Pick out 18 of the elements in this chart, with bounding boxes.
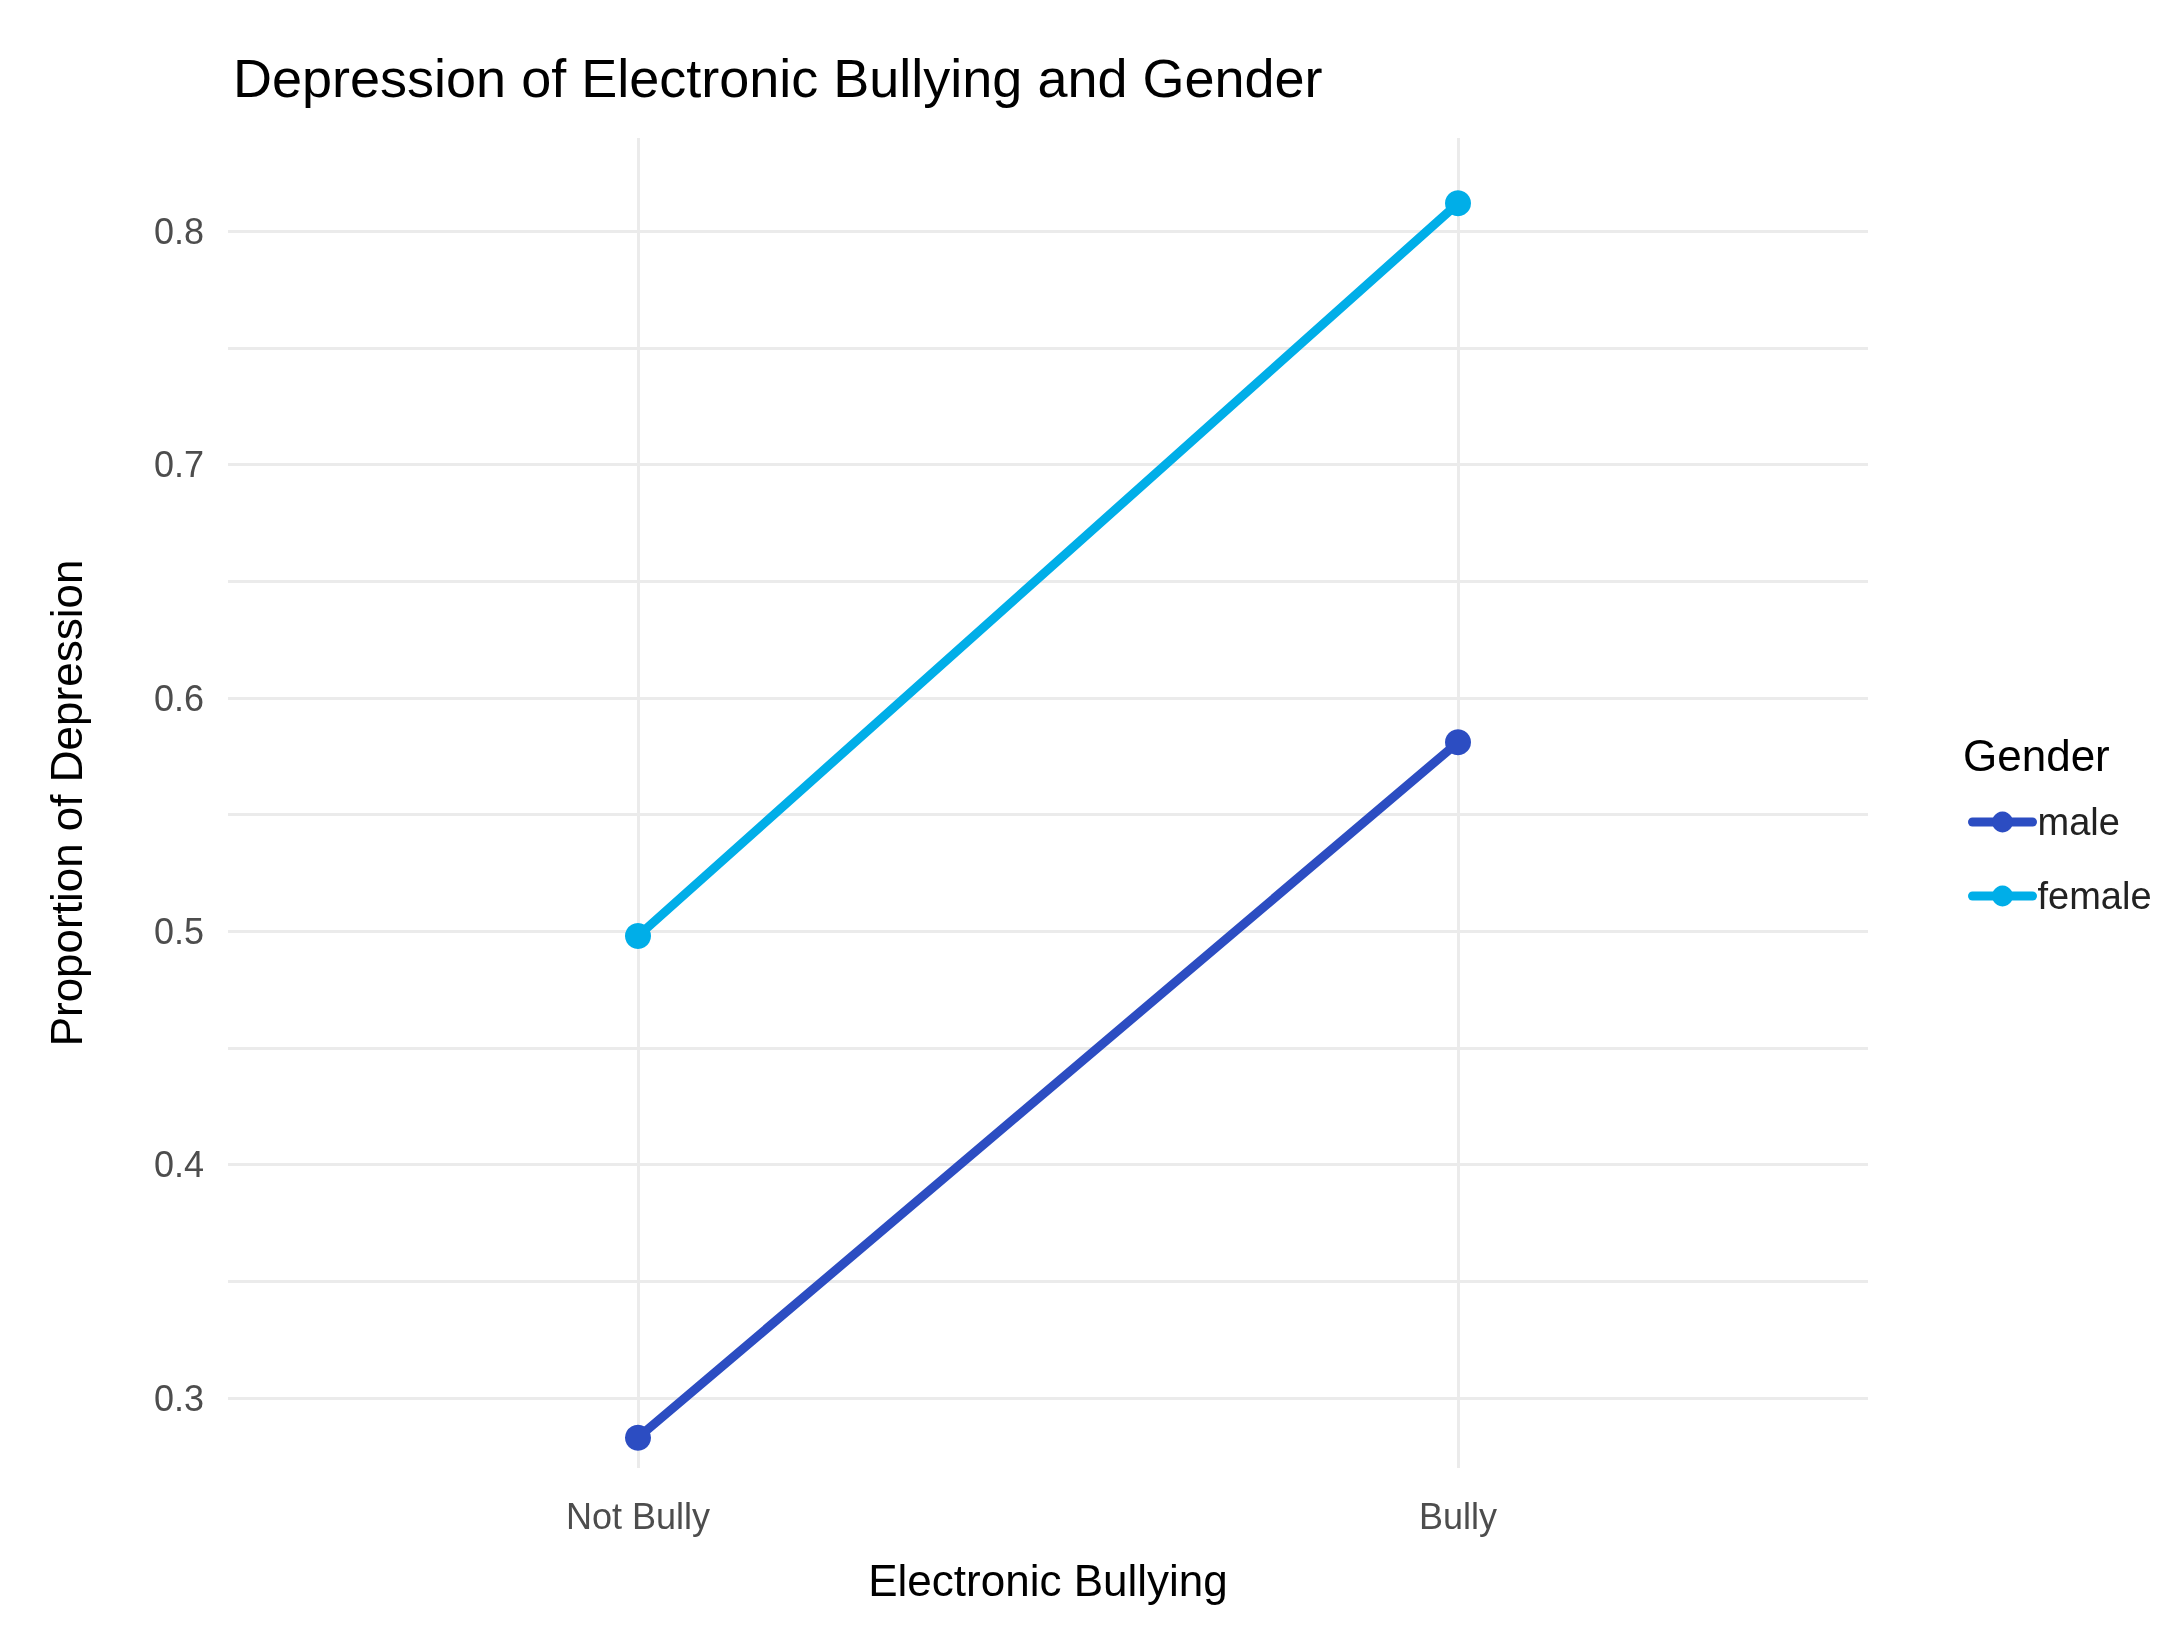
y-tick-label: 0.6 xyxy=(153,677,204,719)
chart-title: Depression of Electronic Bullying and Gender xyxy=(233,48,1323,108)
point xyxy=(1445,190,1471,217)
y-tick-label: 0.7 xyxy=(153,444,204,486)
y-tick-label: 0.5 xyxy=(153,910,204,952)
point xyxy=(625,1424,651,1451)
x-tick-label: Not Bully xyxy=(565,1495,711,1537)
legend-label: female xyxy=(2037,875,2152,917)
point xyxy=(625,923,651,949)
x-axis-title: Electronic Bullying xyxy=(868,1555,1228,1605)
y-tick-label: 0.8 xyxy=(153,210,204,252)
y-tick-label: 0.3 xyxy=(153,1377,204,1419)
y-axis-title: Proportion of Depression xyxy=(41,559,91,1047)
legend-title: Gender xyxy=(1963,730,2110,780)
x-tick-label: Bully xyxy=(1418,1495,1498,1537)
y-tick-label: 0.4 xyxy=(153,1144,204,1186)
point xyxy=(1445,729,1471,756)
legend-label: male xyxy=(2037,801,2120,843)
